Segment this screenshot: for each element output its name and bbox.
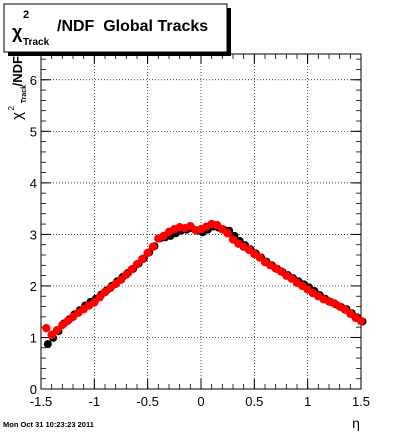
- y-tick-label: 4: [30, 176, 37, 191]
- title-symbol: χ: [12, 22, 23, 42]
- plot-frame: [40, 53, 362, 390]
- red-marker: [127, 265, 136, 274]
- title-box: χ 2 Track /NDF Global Tracks: [3, 3, 231, 56]
- x-tick-label: -1.5: [30, 394, 52, 409]
- ylabel-subscript: Track: [21, 85, 28, 103]
- red-marker: [138, 254, 147, 264]
- y-tick-label: 6: [30, 73, 37, 88]
- x-axis-title: η: [352, 415, 360, 431]
- title-suffix: /NDF Global Tracks: [57, 18, 208, 35]
- red-marker: [148, 242, 158, 251]
- y-tick-label: 3: [30, 227, 37, 242]
- x-tick-label: 0.5: [245, 394, 263, 409]
- y-tick-label: 1: [30, 330, 37, 345]
- red-marker: [95, 293, 104, 302]
- x-tick-label: -1: [89, 394, 101, 409]
- data-markers: [42, 219, 367, 349]
- ylabel-superscript: 2: [7, 105, 16, 110]
- red-marker: [143, 248, 152, 258]
- red-marker: [122, 270, 131, 279]
- title-shadow-right: [227, 8, 231, 56]
- red-marker: [356, 316, 366, 326]
- red-marker: [42, 323, 51, 333]
- ylabel-symbol: χ: [9, 112, 26, 120]
- x-tick-label: -0.5: [136, 394, 158, 409]
- x-tick-label: 1: [304, 394, 311, 409]
- y-tick-label: 0: [30, 382, 37, 397]
- red-marker: [116, 275, 126, 284]
- title-subscript: Track: [23, 37, 50, 48]
- title-superscript: 2: [23, 9, 29, 21]
- ylabel-suffix: /NDF: [10, 56, 25, 86]
- y-axis-title: χ 2 Track /NDF: [7, 56, 28, 120]
- tick-labels: -1.5 -1 -0.5 0 0.5 1 1.5 0 1 2 3 4 5 6: [30, 73, 370, 409]
- title-shadow-bottom: [8, 52, 231, 56]
- red-marker: [52, 326, 62, 335]
- black-marker: [43, 340, 52, 349]
- red-marker: [132, 260, 142, 269]
- red-marker: [90, 298, 99, 307]
- timestamp: Mon Oct 31 10:23:23 2011: [3, 420, 94, 429]
- title-frame: [3, 3, 228, 53]
- y-tick-label: 2: [30, 279, 37, 294]
- x-tick-label: 1.5: [352, 394, 370, 409]
- y-tick-label: 5: [30, 124, 37, 139]
- red-marker: [223, 229, 232, 238]
- x-tick-label: 0: [197, 394, 204, 409]
